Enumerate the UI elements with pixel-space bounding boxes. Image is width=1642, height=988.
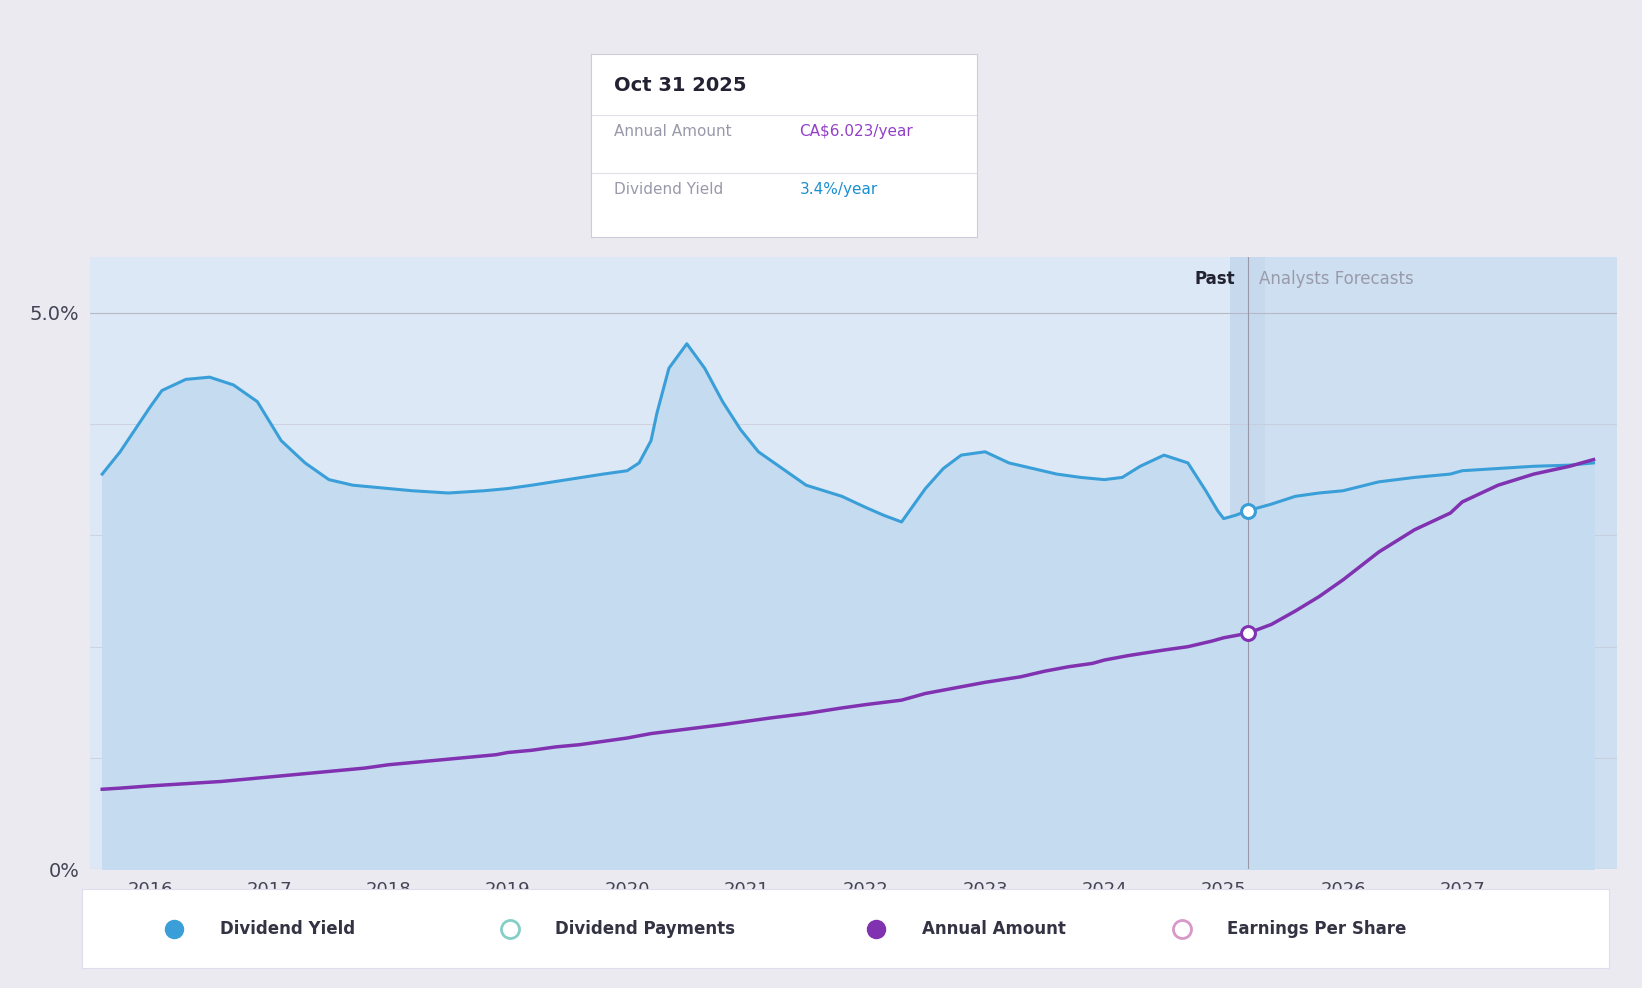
- Text: Earnings Per Share: Earnings Per Share: [1228, 920, 1407, 938]
- Text: Dividend Payments: Dividend Payments: [555, 920, 736, 938]
- Text: Oct 31 2025: Oct 31 2025: [614, 76, 747, 95]
- Text: Annual Amount: Annual Amount: [923, 920, 1066, 938]
- Bar: [1230, 257, 1266, 869]
- Text: Past: Past: [1195, 270, 1236, 288]
- Text: 3.4%/year: 3.4%/year: [800, 182, 878, 198]
- Text: CA$6.023/year: CA$6.023/year: [800, 124, 913, 138]
- Text: Dividend Yield: Dividend Yield: [220, 920, 355, 938]
- Bar: [1266, 257, 1617, 869]
- Text: Analysts Forecasts: Analysts Forecasts: [1259, 270, 1414, 288]
- Text: Annual Amount: Annual Amount: [614, 124, 732, 138]
- Text: Dividend Yield: Dividend Yield: [614, 182, 724, 198]
